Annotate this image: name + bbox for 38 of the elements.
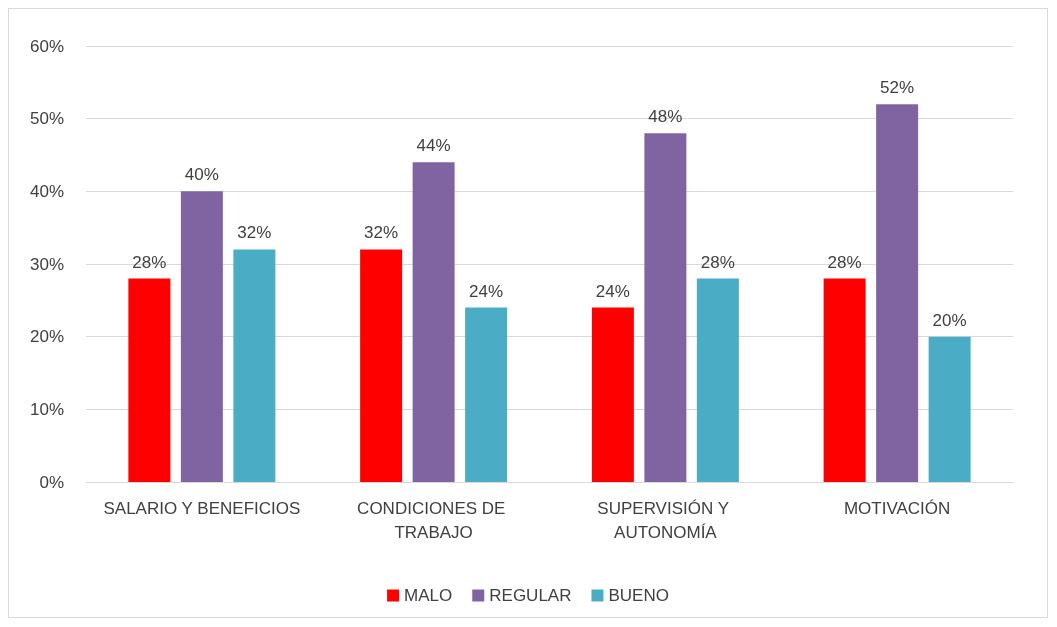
y-tick-label: 30%	[29, 254, 64, 274]
x-tick-label: MOTIVACIÓN	[843, 498, 951, 518]
bar	[696, 278, 739, 482]
data-label: 44%	[416, 136, 451, 156]
y-tick-label: 40%	[29, 181, 64, 201]
y-tick-label: 20%	[29, 327, 64, 347]
data-label: 32%	[237, 223, 272, 243]
bar	[591, 307, 634, 482]
bar	[644, 133, 687, 482]
data-label: 48%	[648, 107, 683, 127]
y-tick-label: 60%	[29, 36, 64, 56]
legend-label: BUENO	[608, 586, 669, 605]
data-label: 28%	[700, 252, 735, 272]
data-label: 24%	[469, 281, 504, 301]
bar	[412, 162, 455, 482]
y-tick-label: 50%	[29, 109, 64, 129]
bar	[128, 278, 171, 482]
data-label: 52%	[880, 78, 915, 98]
y-tick-label: 0%	[39, 472, 64, 492]
bar	[360, 249, 403, 482]
bar	[823, 278, 866, 482]
data-label: 20%	[932, 310, 967, 330]
bar	[233, 249, 276, 482]
bar	[465, 307, 508, 482]
legend-label: MALO	[404, 586, 453, 605]
bar	[928, 336, 971, 482]
data-label: 40%	[184, 165, 219, 185]
bar	[180, 191, 223, 482]
legend-label: REGULAR	[489, 586, 572, 605]
data-label: 28%	[827, 252, 862, 272]
x-tick-label: CONDICIONES DE TRABAJO	[357, 498, 511, 542]
data-label: 24%	[595, 281, 630, 301]
data-label: 28%	[132, 252, 167, 272]
y-tick-label: 10%	[29, 399, 64, 419]
bar	[876, 104, 919, 482]
data-label: 32%	[364, 223, 399, 243]
x-tick-label: SALARIO Y BENEFICIOS	[103, 498, 301, 518]
x-tick-label: SUPERVISIÓN Y AUTONOMÍA	[597, 498, 734, 542]
